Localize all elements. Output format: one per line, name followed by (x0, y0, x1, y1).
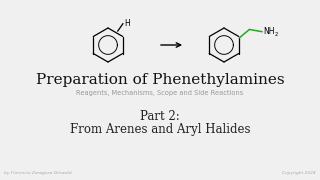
Text: Copyright 2024: Copyright 2024 (282, 171, 316, 175)
Text: by Florencio Zaragoza Dörwald: by Florencio Zaragoza Dörwald (4, 171, 72, 175)
Text: Part 2:: Part 2: (140, 111, 180, 123)
Text: 2: 2 (275, 32, 278, 37)
Text: From Arenes and Aryl Halides: From Arenes and Aryl Halides (70, 123, 250, 136)
Text: NH: NH (264, 27, 275, 36)
Text: H: H (124, 19, 130, 28)
Text: Reagents, Mechanisms, Scope and Side Reactions: Reagents, Mechanisms, Scope and Side Rea… (76, 90, 244, 96)
Text: Preparation of Phenethylamines: Preparation of Phenethylamines (36, 73, 284, 87)
